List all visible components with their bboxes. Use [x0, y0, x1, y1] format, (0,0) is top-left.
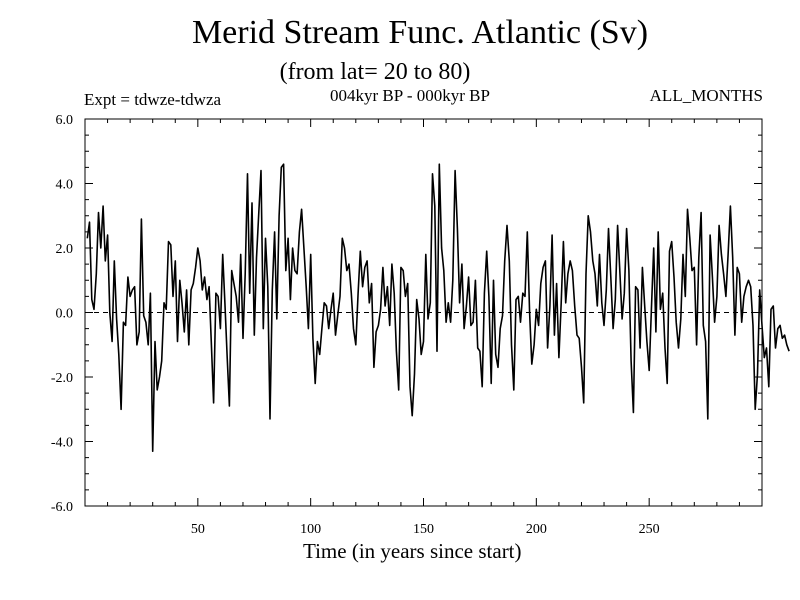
x-tick-label: 200 [526, 522, 547, 537]
y-tick-label: 2.0 [56, 242, 74, 257]
plot-frame [84, 118, 763, 507]
y-tick-label: -4.0 [51, 436, 73, 451]
x-axis-label: Time (in years since start) [303, 539, 522, 563]
months-label: ALL_MONTHS [649, 86, 763, 105]
y-tick-label: 6.0 [56, 113, 74, 128]
x-tick-label: 150 [413, 522, 434, 537]
chart-title: Merid Stream Func. Atlantic (Sv) [191, 14, 649, 51]
series-line [86, 163, 790, 453]
x-tick-label: 100 [300, 522, 321, 537]
tick-labels: 50 100 150 200 250 6.0 4.0 2.0 0.0 -2.0 -4.0 -6.0 [51, 113, 660, 537]
y-tick-label: -6.0 [51, 500, 73, 515]
y-tick-label: 0.0 [56, 307, 74, 322]
period-label: 004kyr BP - 000kyr BP [330, 86, 490, 105]
x-tick-label: 50 [191, 522, 205, 537]
experiment-label: Expt = tdwze-tdwza [84, 90, 222, 109]
y-tick-label: -2.0 [51, 371, 73, 386]
chart-subtitle: (from lat= 20 to 80) [279, 59, 471, 85]
x-tick-label: 250 [639, 522, 660, 537]
y-tick-label: 4.0 [56, 178, 74, 193]
